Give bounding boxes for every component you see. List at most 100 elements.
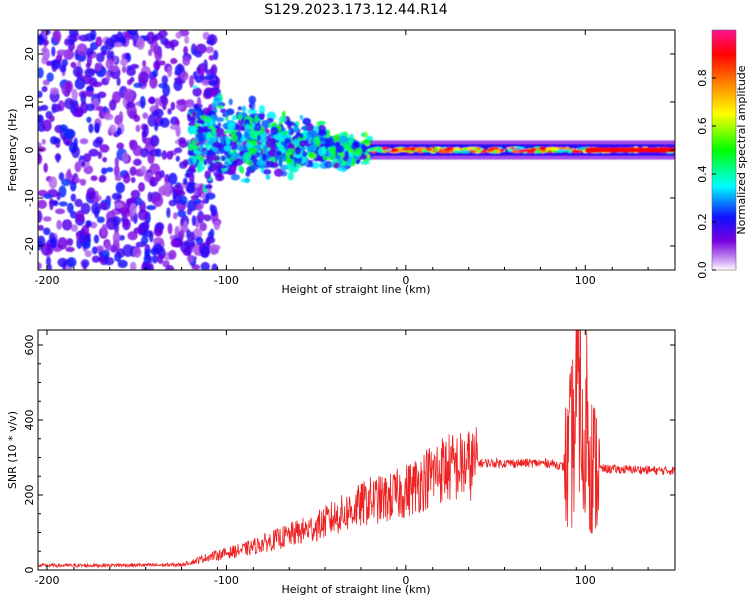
spectrogram-blob [344, 150, 349, 159]
spectrogram-blob [285, 157, 292, 164]
spectrogram-blob [186, 208, 192, 215]
spectrogram-blob [116, 77, 121, 87]
snr-series-line [38, 330, 675, 569]
spectrogram-blob [57, 257, 68, 268]
spectrogram-blob [66, 202, 74, 214]
spectrogram-blob [166, 150, 174, 160]
spectrogram-xlabel: Height of straight line (km) [281, 283, 430, 296]
spectrogram-blob [104, 113, 114, 121]
spectrogram-blob [51, 46, 56, 57]
spectrogram-blob [308, 130, 318, 139]
spectrogram-blob [206, 132, 211, 142]
carrier-blob [530, 147, 536, 152]
carrier-blob [425, 147, 433, 152]
spectrogram-blob [324, 137, 331, 147]
carrier-blob [367, 147, 378, 152]
spectrogram-blob [38, 210, 43, 223]
spectrogram-blob [179, 195, 188, 206]
spectrogram-blob [312, 137, 321, 144]
spectrogram-blob [74, 198, 83, 208]
spectrogram-blob [76, 43, 88, 56]
spectrogram-blob [52, 103, 62, 113]
spectrogram-blob [200, 245, 210, 259]
spectrogram-blob [38, 105, 44, 112]
spectrogram-blob [129, 140, 135, 148]
spectrogram-blob [225, 108, 235, 116]
spectrogram-blob [117, 259, 128, 269]
spectrogram-blob [138, 71, 149, 85]
spectrogram-blob [88, 123, 94, 134]
spectrogram-blob [256, 160, 266, 166]
spectrogram-blob [66, 257, 77, 268]
spectrogram-blob [360, 132, 366, 138]
spectrogram-blob [213, 220, 221, 231]
spectrogram-blob [42, 30, 48, 39]
spectrogram-blob [129, 202, 137, 216]
spectrogram-blob [87, 68, 97, 75]
spectrogram-blob [249, 130, 259, 140]
figure-title: S129.2023.173.12.44.R14 [264, 2, 447, 18]
snr-ytick-label: 0 [23, 567, 36, 574]
spectrogram-blob [335, 144, 345, 154]
carrier-blob [556, 149, 567, 153]
spectrogram-blob [192, 87, 202, 97]
spectrogram-blob [46, 60, 51, 67]
spectrogram-blob [153, 60, 161, 71]
spectrogram-blob [70, 224, 78, 232]
spectrogram-blob [294, 146, 302, 155]
carrier-blob [401, 147, 412, 151]
spectrogram-blob [322, 155, 329, 161]
spectrogram-blob [248, 159, 253, 166]
spectrogram-blob [126, 104, 137, 118]
spectrogram-blob [80, 161, 86, 167]
snr-ytick-label: 200 [23, 485, 36, 506]
spectrogram-blob [94, 122, 100, 134]
spectrogram-blob [208, 125, 214, 130]
spectrogram-blob [42, 216, 52, 222]
snr-xlabel: Height of straight line (km) [281, 583, 430, 596]
spectrogram-blob [353, 150, 361, 157]
spectrogram-blob [78, 34, 90, 42]
spectrogram-ytick-label: 10 [23, 95, 36, 109]
spectrogram-blob [205, 46, 214, 54]
spectrogram-blob [48, 199, 59, 206]
spectrogram-blob [167, 66, 173, 78]
spectrogram-blob [144, 265, 150, 270]
spectrogram-blob [211, 263, 218, 270]
spectrogram-blob [224, 116, 229, 121]
spectrogram-blob [347, 156, 353, 165]
spectrogram-blob [69, 210, 78, 219]
spectrogram-blob [41, 138, 46, 145]
spectrogram-blob [56, 219, 62, 230]
spectrogram-blob [249, 147, 257, 155]
spectrogram-blob [220, 155, 226, 162]
spectrogram-blob [170, 101, 176, 111]
spectrogram-blob [38, 153, 43, 165]
spectrogram-blob [147, 114, 157, 127]
spectrogram-blob [46, 72, 54, 82]
spectrogram-blob [149, 76, 158, 89]
spectrogram-blob [132, 145, 143, 157]
spectrogram-blob [196, 164, 202, 173]
colorbar-label: Normalized spectral amplitude [735, 65, 748, 234]
spectrogram-blob [220, 108, 227, 114]
spectrogram-blob [189, 231, 195, 241]
spectrogram-blob [42, 119, 52, 132]
spectrogram-blob [258, 104, 266, 114]
spectrogram-blob [58, 172, 65, 181]
snr-panel: -200 -100 0 100 0 200 400 600 Height of straigh… [6, 329, 676, 596]
spectrogram-blob [91, 255, 101, 263]
carrier-blob [564, 146, 570, 150]
spectrogram-blob [324, 160, 333, 169]
carrier-blob [486, 148, 493, 152]
spectrogram-blob [114, 175, 122, 182]
spectrogram-blob [114, 42, 123, 48]
spectrogram-blob [191, 215, 196, 226]
spectrogram-blob [61, 178, 71, 187]
spectrogram-blob [209, 244, 218, 255]
colorbar-tick-label: 0.0 [696, 261, 709, 279]
spectrogram-blob [139, 95, 146, 109]
spectrogram-blob [157, 253, 164, 265]
spectrogram-blob [238, 164, 243, 173]
